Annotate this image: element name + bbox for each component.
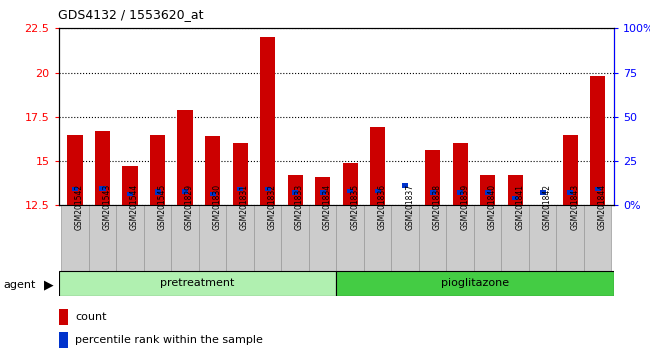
Text: GSM201843: GSM201843 <box>570 184 579 230</box>
Bar <box>205 136 220 205</box>
Bar <box>402 183 408 188</box>
Bar <box>199 205 226 271</box>
Text: GSM201542: GSM201542 <box>75 184 84 230</box>
Text: ▶: ▶ <box>44 279 54 291</box>
Bar <box>254 205 281 271</box>
Bar <box>419 205 447 271</box>
Text: GSM201545: GSM201545 <box>157 184 166 230</box>
Bar <box>512 196 518 200</box>
Bar <box>177 110 192 205</box>
Bar <box>144 205 172 271</box>
Text: pioglitazone: pioglitazone <box>441 278 510 288</box>
Bar <box>337 205 364 271</box>
Bar <box>172 205 199 271</box>
Text: count: count <box>75 312 107 322</box>
Text: GSM201840: GSM201840 <box>488 184 497 230</box>
Text: pretreatment: pretreatment <box>161 278 235 288</box>
Bar <box>209 192 216 195</box>
Bar <box>61 205 89 271</box>
Bar <box>447 205 474 271</box>
Bar <box>182 189 188 194</box>
Bar <box>474 205 501 271</box>
Bar <box>233 143 248 205</box>
Bar <box>567 190 573 195</box>
Text: GSM201837: GSM201837 <box>405 184 414 230</box>
Text: GDS4132 / 1553620_at: GDS4132 / 1553620_at <box>58 8 204 21</box>
Bar <box>260 37 275 205</box>
Bar <box>58 309 68 325</box>
Text: GSM201831: GSM201831 <box>240 184 249 230</box>
Bar <box>480 175 495 205</box>
Bar <box>347 188 353 193</box>
Text: GSM201842: GSM201842 <box>543 184 552 230</box>
Text: GSM201832: GSM201832 <box>268 184 277 230</box>
Bar <box>374 188 381 193</box>
Text: GSM201833: GSM201833 <box>295 184 304 230</box>
Bar <box>281 205 309 271</box>
Bar <box>595 187 601 191</box>
Text: agent: agent <box>3 280 36 290</box>
Bar <box>58 332 68 348</box>
Bar <box>226 205 254 271</box>
Bar <box>68 135 83 205</box>
Bar <box>337 271 614 296</box>
Bar <box>116 205 144 271</box>
Bar <box>529 205 556 271</box>
Bar <box>292 190 298 195</box>
Bar <box>72 187 78 191</box>
Bar <box>370 127 385 205</box>
Bar <box>556 205 584 271</box>
Bar <box>485 190 491 195</box>
Bar <box>265 187 270 191</box>
Bar <box>343 163 358 205</box>
Text: GSM201835: GSM201835 <box>350 184 359 230</box>
Bar <box>150 135 165 205</box>
Bar <box>540 190 546 195</box>
Bar <box>89 205 116 271</box>
Text: GSM201544: GSM201544 <box>130 184 139 230</box>
Bar <box>155 189 161 195</box>
Text: GSM201829: GSM201829 <box>185 184 194 230</box>
Bar <box>99 186 105 191</box>
Bar <box>508 175 523 205</box>
Text: GSM201830: GSM201830 <box>213 184 222 230</box>
Bar <box>430 190 436 195</box>
Text: GSM201838: GSM201838 <box>433 184 441 230</box>
Bar <box>122 166 138 205</box>
Bar <box>584 205 612 271</box>
Text: GSM201839: GSM201839 <box>460 184 469 230</box>
Bar <box>563 135 578 205</box>
Text: GSM201834: GSM201834 <box>322 184 332 230</box>
Text: GSM201841: GSM201841 <box>515 184 524 230</box>
Bar <box>315 177 330 205</box>
Bar <box>58 271 337 296</box>
Bar <box>391 205 419 271</box>
Bar <box>127 192 133 195</box>
Bar <box>452 143 468 205</box>
Bar <box>287 175 303 205</box>
Bar <box>364 205 391 271</box>
Text: GSM201543: GSM201543 <box>103 184 112 230</box>
Text: GSM201836: GSM201836 <box>378 184 387 230</box>
Text: percentile rank within the sample: percentile rank within the sample <box>75 335 263 346</box>
Bar <box>457 190 463 195</box>
Bar <box>590 76 605 205</box>
Bar <box>425 150 440 205</box>
Bar <box>309 205 337 271</box>
Bar <box>95 131 110 205</box>
Bar <box>320 190 326 195</box>
Bar <box>501 205 529 271</box>
Text: GSM201844: GSM201844 <box>598 184 606 230</box>
Bar <box>237 187 243 191</box>
